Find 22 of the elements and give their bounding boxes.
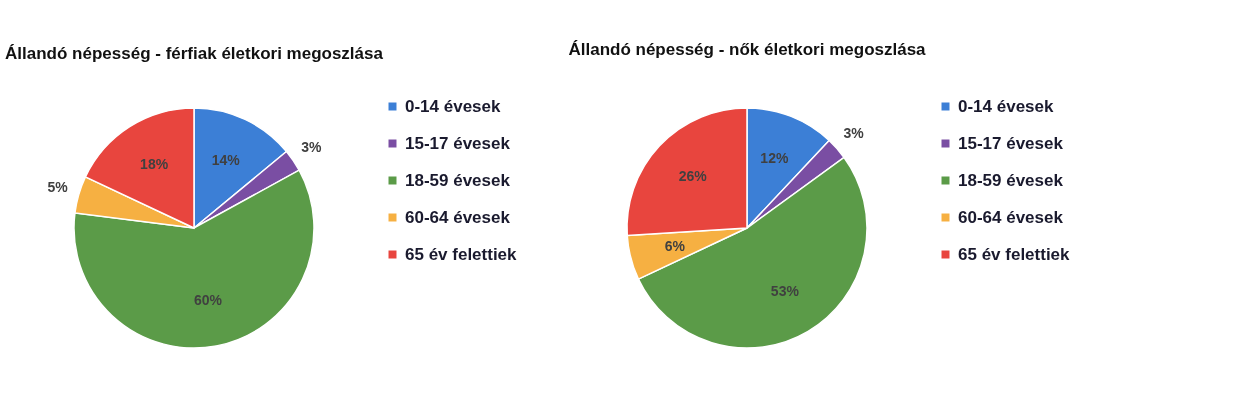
legend-label: 0-14 évesek bbox=[405, 96, 502, 116]
data-label: 14% bbox=[211, 151, 241, 168]
data-label: 53% bbox=[770, 283, 800, 300]
data-label: 3% bbox=[301, 139, 323, 156]
legend-label: 15-17 évesek bbox=[405, 133, 511, 153]
data-label: 5% bbox=[47, 179, 69, 196]
legend-label: 18-59 évesek bbox=[405, 170, 511, 190]
legend-label: 65 év felettiek bbox=[405, 244, 518, 264]
data-label: 3% bbox=[843, 125, 865, 142]
data-label: 26% bbox=[678, 168, 708, 185]
data-label: 12% bbox=[760, 149, 789, 166]
legend-label: 18-59 évesek bbox=[958, 170, 1064, 190]
chart-title: Állandó népesség - nők életkori megoszlása bbox=[568, 39, 927, 59]
chart-title: Állandó népesség - férfiak életkori megoszlása bbox=[5, 43, 384, 63]
legend-label: 15-17 évesek bbox=[958, 133, 1064, 153]
data-label: 60% bbox=[193, 292, 223, 309]
data-label: 6% bbox=[664, 237, 686, 254]
data-label: 18% bbox=[140, 156, 169, 173]
legend-label: 60-64 évesek bbox=[405, 207, 511, 227]
legend-label: 0-14 évesek bbox=[958, 96, 1055, 116]
legend-label: 60-64 évesek bbox=[958, 207, 1064, 227]
legend-label: 65 év felettiek bbox=[958, 244, 1071, 264]
